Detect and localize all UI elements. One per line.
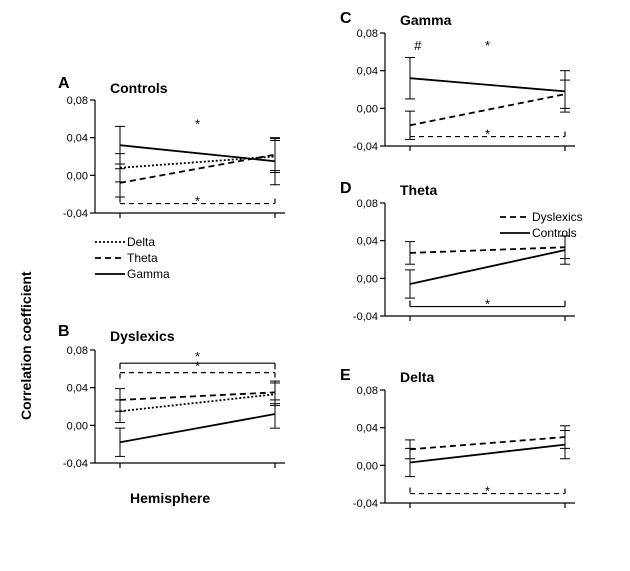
panel-label-e: E: [340, 367, 351, 385]
svg-text:-0,04: -0,04: [353, 141, 378, 153]
legend-label: Gamma: [127, 267, 170, 281]
svg-text:0,04: 0,04: [67, 133, 88, 145]
chart-a: -0,04 0,00 0,04 0,08 * *: [50, 95, 285, 225]
svg-text:0,08: 0,08: [357, 28, 378, 40]
legend-label: Theta: [127, 251, 158, 265]
panel-label-b: B: [58, 323, 70, 341]
panel-title-c: Gamma: [400, 12, 451, 28]
x-axis-label: Hemisphere: [130, 490, 210, 506]
panel-title-d: Theta: [400, 182, 437, 198]
legend-label: Delta: [127, 235, 155, 249]
legend-item: Theta: [95, 251, 170, 265]
svg-text:-0,04: -0,04: [353, 498, 378, 510]
svg-text:0,08: 0,08: [357, 385, 378, 397]
svg-text:*: *: [485, 127, 490, 142]
svg-text:-0,04: -0,04: [353, 311, 378, 323]
svg-text:0,04: 0,04: [357, 423, 378, 435]
panel-title-e: Delta: [400, 369, 434, 385]
chart-c: -0,04 0,00 0,04 0,08 # * *: [340, 28, 575, 158]
svg-text:0,00: 0,00: [357, 103, 378, 115]
svg-text:0,04: 0,04: [357, 236, 378, 248]
svg-text:0,08: 0,08: [67, 95, 88, 107]
svg-text:0,00: 0,00: [67, 170, 88, 182]
panel-label-d: D: [340, 180, 352, 198]
legend-item: Delta: [95, 235, 170, 249]
y-axis-label: Correlation coefficient: [18, 271, 34, 420]
svg-text:0,04: 0,04: [357, 66, 378, 78]
svg-text:0,08: 0,08: [357, 198, 378, 210]
svg-text:0,00: 0,00: [357, 273, 378, 285]
svg-text:*: *: [195, 194, 200, 209]
svg-text:0,04: 0,04: [67, 383, 88, 395]
panel-title-a: Controls: [110, 80, 168, 96]
panel-title-b: Dyslexics: [110, 328, 175, 344]
svg-text:*: *: [195, 359, 200, 374]
figure: Correlation coefficient A Controls -0,04…: [10, 10, 630, 561]
svg-text:*: *: [485, 38, 490, 53]
svg-text:0,00: 0,00: [357, 460, 378, 472]
panel-label-a: A: [58, 75, 70, 93]
svg-text:0,00: 0,00: [67, 420, 88, 432]
chart-b: -0,040,000,040,08**: [50, 345, 285, 475]
panel-label-c: C: [340, 10, 352, 28]
svg-text:-0,04: -0,04: [63, 458, 88, 470]
legend-item: Gamma: [95, 267, 170, 281]
chart-d: -0,04 0,00 0,04 0,08 *: [340, 198, 575, 328]
svg-text:#: #: [414, 38, 422, 53]
svg-text:-0,04: -0,04: [63, 208, 88, 220]
chart-e: -0,04 0,00 0,04 0,08 *: [340, 385, 575, 515]
svg-text:0,08: 0,08: [67, 345, 88, 357]
svg-text:*: *: [485, 484, 490, 499]
legend-left: Delta Theta Gamma: [95, 235, 170, 283]
svg-text:*: *: [195, 116, 200, 131]
svg-text:*: *: [485, 297, 490, 312]
